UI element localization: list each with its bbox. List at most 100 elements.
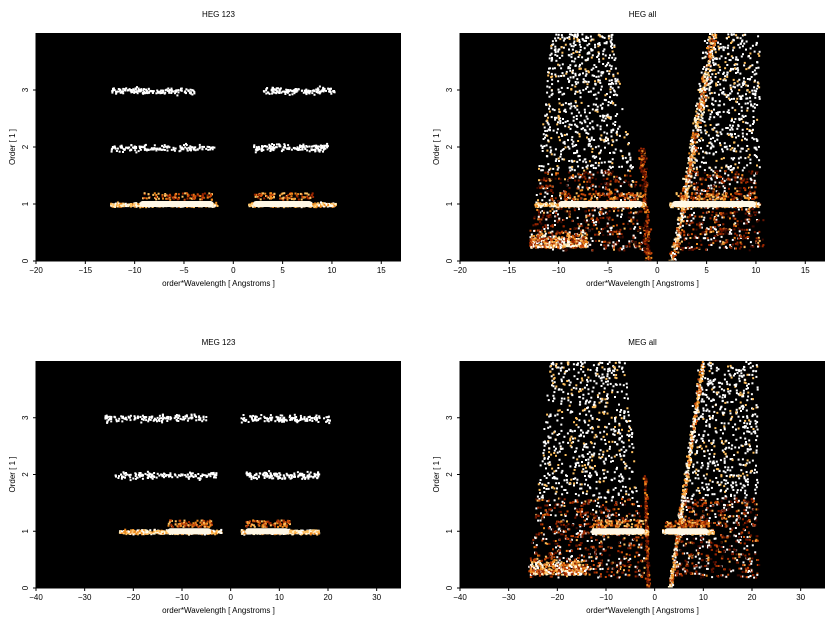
count-pixel — [703, 75, 706, 78]
count-pixel — [304, 91, 307, 94]
count-pixel — [255, 146, 258, 149]
count-pixel — [275, 89, 278, 92]
count-pixel — [160, 92, 163, 94]
count-pixel — [704, 89, 707, 92]
count-pixel — [559, 247, 562, 250]
count-pixel — [179, 146, 182, 149]
count-pixel — [589, 181, 592, 183]
count-pixel — [617, 127, 620, 130]
count-pixel — [598, 213, 601, 216]
count-pixel — [558, 177, 560, 180]
count-pixel — [682, 199, 685, 202]
count-pixel — [143, 192, 146, 195]
count-pixel — [718, 100, 721, 103]
count-pixel — [554, 45, 557, 48]
count-pixel — [546, 190, 548, 193]
count-pixel — [735, 171, 738, 174]
count-pixel — [168, 193, 171, 196]
count-pixel — [304, 89, 306, 92]
count-pixel — [670, 259, 673, 261]
count-pixel — [606, 63, 608, 66]
count-pixel — [613, 178, 616, 180]
count-pixel — [729, 98, 731, 101]
count-pixel — [544, 224, 547, 227]
count-pixel — [578, 183, 581, 186]
count-pixel — [694, 174, 697, 177]
count-pixel — [185, 192, 188, 194]
count-pixel — [734, 163, 737, 166]
count-pixel — [736, 181, 739, 184]
count-pixel — [726, 127, 729, 129]
count-pixel — [562, 46, 565, 49]
count-pixel — [745, 221, 748, 224]
count-pixel — [208, 195, 211, 198]
count-pixel — [706, 190, 708, 193]
count-pixel — [727, 94, 730, 97]
count-pixel — [600, 211, 603, 213]
count-pixel — [595, 227, 598, 230]
count-pixel — [597, 233, 600, 236]
count-pixel — [582, 78, 585, 81]
count-pixel — [590, 138, 593, 141]
count-pixel — [719, 243, 722, 246]
count-pixel — [317, 202, 320, 205]
count-pixel — [162, 148, 165, 151]
count-pixel — [579, 91, 582, 94]
count-pixel — [538, 214, 541, 217]
count-pixel — [546, 121, 549, 124]
count-pixel — [594, 161, 597, 164]
count-pixel — [696, 243, 698, 245]
count-pixel — [172, 148, 175, 151]
count-pixel — [738, 117, 741, 120]
count-pixel — [744, 137, 746, 140]
count-pixel — [752, 208, 755, 211]
count-pixel — [586, 83, 589, 86]
count-pixel — [610, 79, 613, 82]
count-pixel — [159, 92, 162, 95]
count-pixel — [698, 221, 701, 224]
count-pixel — [122, 90, 124, 93]
count-pixel — [715, 33, 718, 36]
count-pixel — [629, 196, 632, 199]
count-pixel — [560, 67, 563, 70]
count-pixel — [612, 73, 615, 76]
count-pixel — [705, 96, 707, 99]
count-pixel — [608, 223, 611, 226]
count-pixel — [596, 56, 599, 58]
count-pixel — [573, 160, 576, 163]
count-pixel — [564, 125, 567, 128]
count-pixel — [689, 159, 692, 162]
count-pixel — [309, 195, 312, 198]
count-pixel — [729, 244, 732, 246]
count-pixel — [613, 175, 616, 178]
count-pixel — [602, 63, 605, 65]
count-pixel — [713, 175, 716, 178]
count-pixel — [741, 82, 744, 85]
count-pixel — [714, 217, 717, 220]
count-pixel — [605, 207, 608, 210]
count-pixel — [111, 91, 114, 94]
count-pixel — [556, 168, 559, 171]
count-pixel — [614, 121, 617, 123]
count-pixel — [609, 83, 612, 85]
count-pixel — [578, 208, 580, 211]
count-pixel — [687, 195, 690, 198]
count-pixel — [292, 147, 295, 150]
count-pixel — [597, 164, 600, 167]
count-pixel — [605, 140, 608, 142]
count-pixel — [314, 148, 317, 151]
count-pixel — [604, 247, 607, 250]
count-pixel — [700, 107, 703, 110]
count-pixel — [571, 60, 574, 63]
count-pixel — [731, 168, 734, 171]
count-pixel — [740, 106, 743, 109]
count-pixel — [724, 193, 727, 196]
count-pixel — [604, 146, 606, 149]
count-pixel — [691, 142, 694, 145]
count-pixel — [597, 45, 600, 48]
count-pixel — [728, 187, 730, 190]
count-pixel — [153, 192, 156, 195]
count-pixel — [574, 64, 577, 67]
count-pixel — [602, 186, 604, 189]
count-pixel — [122, 151, 124, 153]
